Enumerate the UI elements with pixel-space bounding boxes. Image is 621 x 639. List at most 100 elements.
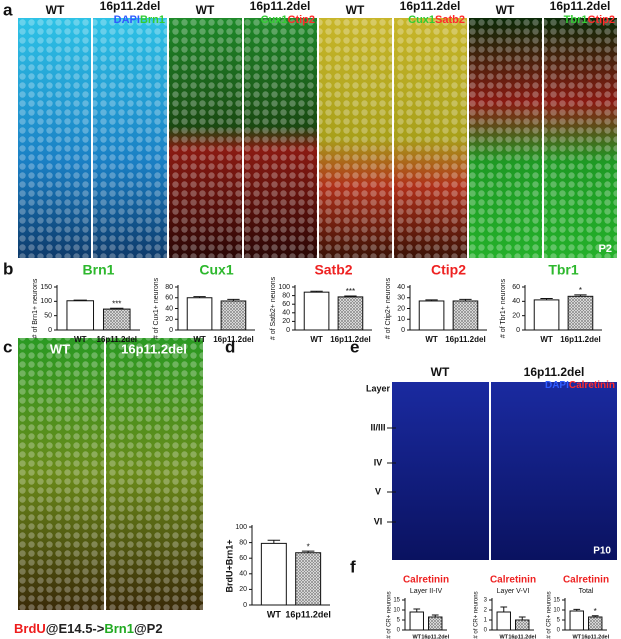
age-label: P10 [593, 546, 611, 557]
bar [260, 542, 287, 606]
error-bar [431, 614, 439, 617]
bar [588, 616, 603, 631]
genotype-label: 16p11.2del [400, 0, 461, 13]
bar [533, 299, 560, 331]
stain-labels: Tbr1Ctip2 [564, 14, 615, 26]
layer-label: IV [374, 457, 383, 467]
stain-label: Cux1 [261, 14, 288, 26]
chart-title: Brn1 [83, 262, 115, 278]
bar [567, 295, 594, 331]
stain-labels: Cux1Satb2 [408, 14, 465, 26]
panel-letter: a [3, 0, 13, 19]
x-tick-label: 16p11.2del [445, 335, 485, 344]
y-tick-label: 0 [169, 327, 173, 334]
bar [66, 300, 95, 331]
bar [102, 308, 131, 331]
y-tick-label: 80 [165, 284, 173, 291]
genotype-label: 16p11.2del [550, 0, 611, 13]
significance: * [579, 286, 582, 295]
y-tick-label: 0 [286, 327, 290, 334]
y-tick-label: 60 [165, 295, 173, 302]
layer-label: Layer [366, 383, 391, 393]
y-tick-label: 40 [282, 310, 290, 317]
y-axis-label: # of CR+ neurons [547, 591, 553, 638]
y-tick-label: 0 [484, 628, 488, 634]
error-bar [573, 608, 581, 611]
y-tick-label: 80 [239, 539, 247, 546]
bar [186, 297, 213, 331]
stain-label: @P2 [134, 621, 163, 636]
stain-labels: DAPIBrn1 [114, 14, 165, 26]
bar [337, 296, 364, 331]
x-tick-label: WT [267, 609, 281, 619]
error-bar [193, 296, 206, 298]
stain-label: Brn1 [104, 621, 134, 636]
y-axis-label: # of Brn1+ neurons [32, 278, 39, 338]
y-tick-label: 60 [239, 555, 247, 562]
y-tick-label: 20 [165, 316, 173, 323]
genotype-label: 16p11.2del [250, 0, 311, 13]
y-tick-label: 0 [516, 327, 520, 334]
bar [409, 611, 424, 631]
significance: * [307, 542, 310, 551]
bar [452, 300, 479, 331]
genotype-label: WT [496, 3, 515, 17]
error-bar [425, 299, 438, 301]
y-axis-label: # of CR+ neurons [387, 591, 393, 638]
layer-label: II/III [370, 422, 385, 432]
significance: *** [346, 287, 355, 296]
error-bar [518, 616, 526, 620]
panel-letter: e [350, 337, 359, 356]
genotype-label: WT [431, 365, 450, 379]
genotype-label: 16p11.2del [100, 0, 161, 13]
y-tick-label: 20 [397, 305, 405, 312]
y-tick-label: 1 [484, 618, 488, 624]
x-tick-label: 16p11.2del [213, 335, 253, 344]
stain-labels: DAPICalretinin [545, 380, 615, 391]
y-tick-label: 60 [282, 301, 290, 308]
y-tick-label: 0 [557, 628, 561, 634]
x-tick-label: 16p11.2del [581, 634, 609, 639]
caption: BrdU@E14.5->Brn1@P2 [14, 621, 163, 636]
chart-subtitle: Total [579, 588, 594, 595]
x-tick-label: 16p11.2del [285, 609, 331, 619]
panel-letter: f [350, 557, 356, 576]
stain-label: DAPI [545, 380, 569, 391]
y-axis-label: # of Tbr1+ neurons [500, 278, 507, 338]
y-tick-label: 20 [512, 313, 520, 320]
chart-title: Calretinin [563, 575, 609, 586]
genotype-label: WT [346, 3, 365, 17]
chart-title: Ctip2 [431, 262, 466, 278]
micrographs [18, 18, 617, 610]
chart-subtitle: Layer V-VI [497, 588, 530, 595]
y-tick-label: 100 [235, 524, 247, 531]
x-tick-label: WT [425, 335, 438, 344]
stain-label: Ctip2 [588, 14, 616, 26]
panel-letter: c [3, 337, 12, 356]
stain-label: Tbr1 [564, 14, 588, 26]
y-tick-label: 40 [397, 284, 405, 291]
chart-title: Calretinin [403, 575, 449, 586]
genotype-label: 16p11.2del [121, 341, 187, 356]
significance: *** [112, 299, 121, 308]
texture [18, 18, 617, 258]
x-tick-label: 16p11.2del [421, 634, 449, 639]
y-axis-label: # of CR+ neurons [474, 591, 480, 638]
x-tick-label: 16p11.2del [97, 335, 137, 344]
y-tick-label: 30 [397, 295, 405, 302]
y-axis-label: # of Satb2+ neurons [270, 276, 277, 340]
chart-title: Tbr1 [548, 262, 579, 278]
stain-label: DAPI [114, 14, 140, 26]
x-tick-label: WT [572, 634, 581, 639]
genotype-label: 16p11.2del [524, 365, 585, 379]
y-axis-label: BrdU+Brn1+ [224, 539, 234, 592]
error-bar [110, 307, 124, 310]
significance: * [594, 607, 597, 616]
chart-subtitle: Layer II-IV [410, 588, 443, 595]
layer-label: V [375, 486, 381, 496]
error-bar [500, 606, 508, 612]
error-bar [267, 539, 281, 544]
error-bar [301, 550, 315, 553]
y-axis-label: # of Ctip2+ neurons [385, 277, 392, 339]
error-bar [574, 294, 587, 297]
